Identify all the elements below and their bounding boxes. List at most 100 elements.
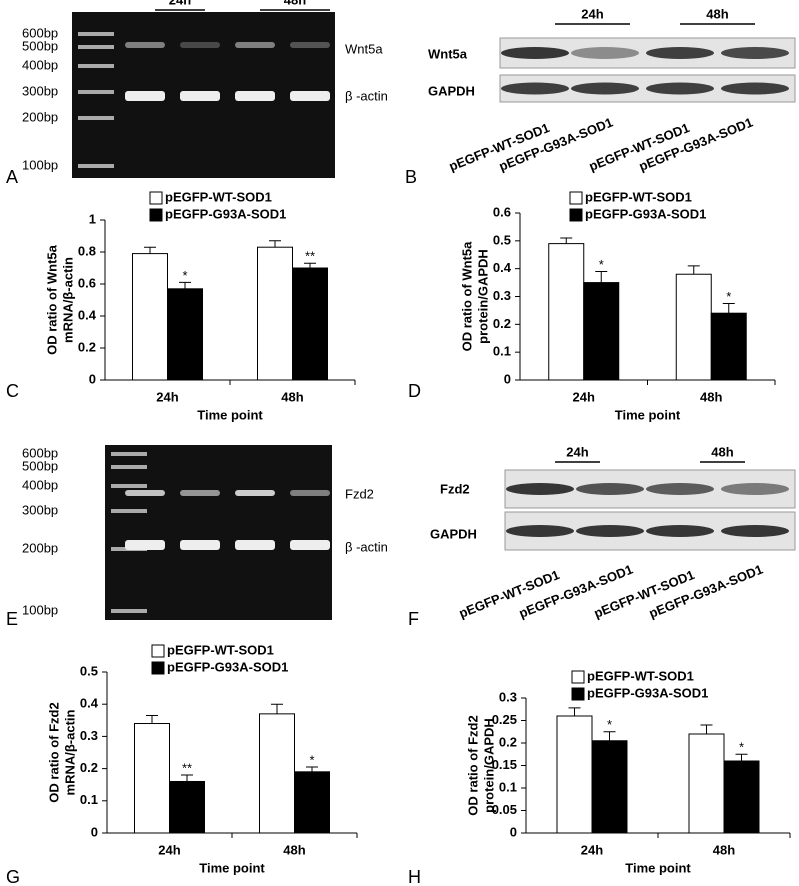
panel-label: A — [6, 167, 18, 187]
band — [125, 91, 165, 101]
bar — [723, 760, 760, 834]
band — [235, 91, 275, 101]
y-tick-label: 1 — [89, 211, 96, 226]
band — [506, 525, 574, 537]
panel-label: F — [408, 609, 419, 629]
y-axis-title: mRNA/β-actin — [60, 257, 75, 343]
y-tick-label: 0 — [89, 371, 96, 386]
band — [290, 42, 330, 48]
legend-label: pEGFP-WT-SOD1 — [167, 642, 274, 657]
error-bar — [568, 707, 581, 716]
marker-label: 300bp — [22, 502, 58, 517]
x-tick-label: 48h — [713, 842, 735, 857]
panel-label: E — [6, 609, 18, 629]
legend-label: pEGFP-G93A-SOD1 — [585, 206, 706, 221]
y-tick-label: 0.4 — [78, 307, 97, 322]
panel-label: B — [405, 167, 417, 187]
y-axis-title: OD ratio of Wnt5a — [459, 241, 474, 352]
error-bar — [146, 714, 158, 724]
significance: ** — [182, 760, 192, 775]
band — [721, 82, 789, 95]
band — [125, 42, 165, 48]
band — [721, 483, 789, 495]
band-label: Wnt5a — [428, 46, 468, 61]
y-tick-label: 0.2 — [80, 760, 98, 775]
group-label: 24h — [581, 6, 603, 21]
y-tick-label: 0.2 — [493, 316, 511, 331]
y-tick-label: 0.15 — [492, 757, 517, 772]
bar — [167, 288, 203, 381]
band-label: β -actin — [345, 539, 388, 554]
x-tick-label: 24h — [573, 389, 595, 404]
group-label: 24h — [169, 0, 191, 7]
error-bar — [595, 270, 608, 283]
bar — [583, 282, 620, 381]
marker-label: 400bp — [22, 477, 58, 492]
significance: * — [182, 268, 187, 283]
x-tick-label: 24h — [158, 842, 180, 857]
y-tick-label: 0 — [504, 371, 511, 386]
marker-label: 600bp — [22, 25, 58, 40]
legend-swatch — [151, 661, 165, 675]
error-bar — [603, 731, 616, 741]
error-bar — [181, 774, 193, 782]
y-axis-title: OD ratio of Fzd2 — [46, 702, 61, 802]
significance: * — [309, 752, 314, 767]
panel-label: C — [6, 381, 19, 401]
band — [576, 483, 644, 495]
group-label: 48h — [711, 444, 733, 459]
band — [180, 490, 220, 496]
bar — [294, 771, 330, 834]
band — [125, 490, 165, 496]
error-bar — [722, 302, 735, 314]
error-bar — [144, 246, 156, 254]
y-tick-label: 0.1 — [493, 344, 511, 359]
ladder-band — [111, 484, 147, 488]
error-bar — [687, 265, 700, 275]
y-tick-label: 0.1 — [499, 779, 517, 794]
x-tick-label: 24h — [156, 389, 178, 404]
x-axis-title: Time point — [615, 407, 681, 422]
x-tick-label: 48h — [700, 389, 722, 404]
ladder-band — [111, 609, 147, 613]
ladder-band — [78, 64, 114, 68]
bar — [132, 253, 168, 381]
y-tick-label: 0 — [510, 824, 517, 839]
y-tick-label: 0.2 — [78, 339, 96, 354]
legend-label: pEGFP-WT-SOD1 — [165, 189, 272, 204]
y-tick-label: 0 — [91, 824, 98, 839]
error-bar — [306, 766, 318, 772]
y-tick-label: 0.5 — [493, 232, 511, 247]
x-axis-title: Time point — [199, 860, 265, 875]
bar — [548, 243, 585, 381]
marker-label: 200bp — [22, 540, 58, 555]
y-axis-title: OD ratio of Wnt5a — [44, 244, 59, 355]
band — [180, 540, 220, 550]
significance: * — [726, 289, 731, 304]
bar — [257, 246, 293, 381]
legend-swatch — [149, 191, 163, 205]
x-tick-label: 48h — [283, 842, 305, 857]
band — [721, 525, 789, 537]
legend-label: pEGFP-G93A-SOD1 — [587, 685, 708, 700]
band — [646, 525, 714, 537]
bar — [556, 715, 593, 834]
bar — [292, 267, 328, 381]
significance: * — [599, 257, 604, 272]
error-bar — [700, 724, 713, 734]
x-axis-title: Time point — [625, 860, 691, 875]
significance: * — [607, 717, 612, 732]
legend-swatch — [571, 687, 585, 701]
lane-label: pEGFP-WT-SOD1 — [457, 567, 562, 621]
group-label: 24h — [566, 444, 588, 459]
band-label: Fzd2 — [345, 486, 374, 501]
band — [290, 540, 330, 550]
bar — [688, 733, 725, 834]
y-tick-label: 0.6 — [493, 204, 511, 219]
band-label: β -actin — [345, 88, 388, 103]
ladder-band — [78, 116, 114, 120]
panel-label: H — [408, 867, 421, 886]
y-tick-label: 0.4 — [493, 260, 512, 275]
error-bar — [304, 262, 316, 268]
